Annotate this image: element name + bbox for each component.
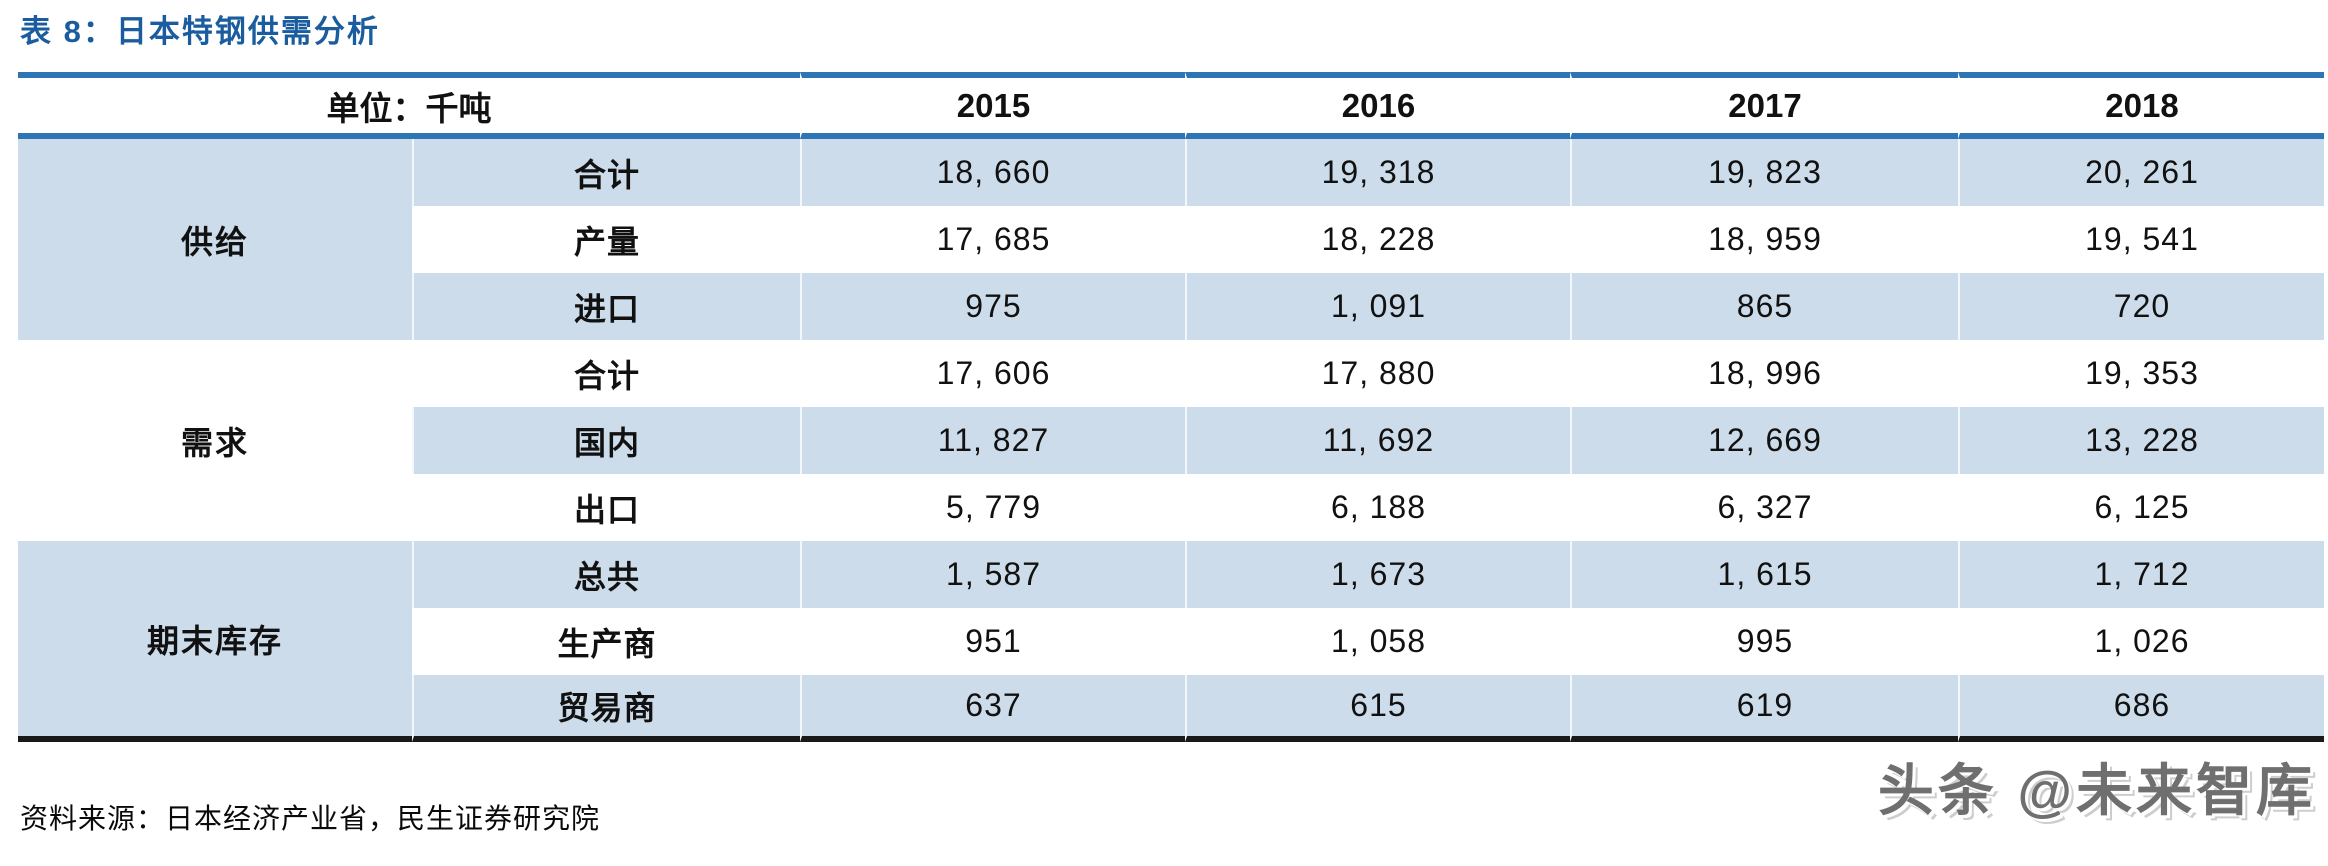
year-header-2018: 2018: [1958, 72, 2324, 139]
unit-header-cell: 单位：千吨: [18, 72, 800, 139]
cell-value: 1, 712: [1958, 541, 2324, 608]
cell-value: 865: [1570, 273, 1958, 340]
row-label: 产量: [412, 206, 800, 273]
cell-value: 18, 660: [800, 139, 1185, 206]
table-row: 国内 11, 827 11, 692 12, 669 13, 228: [18, 407, 2324, 474]
row-label: 生产商: [412, 608, 800, 675]
cell-value: 5, 779: [800, 474, 1185, 541]
cell-value: 11, 692: [1185, 407, 1570, 474]
table-row: 供给 合计 18, 660 19, 318 19, 823 20, 261: [18, 139, 2324, 340]
cell-value: 615: [1185, 675, 1570, 742]
cell-value: 1, 673: [1185, 541, 1570, 608]
cell-value: 18, 996: [1570, 340, 1958, 407]
source-note: 资料来源：日本经济产业省，民生证券研究院: [20, 803, 601, 834]
cell-value: 11, 827: [800, 407, 1185, 474]
watermark-text: 头条 @未来智库: [1877, 759, 2316, 822]
cell-value: 720: [1958, 273, 2324, 340]
cell-value: 6, 327: [1570, 474, 1958, 541]
cell-value: 6, 188: [1185, 474, 1570, 541]
table-row: 进口 975 1, 091 865 720: [18, 273, 2324, 340]
cell-value: 1, 026: [1958, 608, 2324, 675]
cell-value: 1, 587: [800, 541, 1185, 608]
table-title: 表 8：日本特钢供需分析: [20, 14, 380, 49]
cell-value: 995: [1570, 608, 1958, 675]
cell-value: 1, 615: [1570, 541, 1958, 608]
cell-value: 951: [800, 608, 1185, 675]
row-label: 进口: [412, 273, 800, 340]
group-label-ending-inventory: 期末库存: [18, 541, 412, 742]
cell-value: 619: [1570, 675, 1958, 742]
table-row: 需求 合计 17, 606 17, 880 18, 996 19, 353: [18, 340, 2324, 541]
row-label: 贸易商: [412, 675, 800, 742]
supply-demand-table: 单位：千吨 2015 2016 2017 2018 供给 合计 18, 660 …: [18, 72, 2324, 742]
group-label-supply: 供给: [18, 139, 412, 340]
cell-value: 19, 353: [1958, 340, 2324, 407]
row-label: 总共: [412, 541, 800, 608]
cell-value: 1, 091: [1185, 273, 1570, 340]
cell-value: 17, 606: [800, 340, 1185, 407]
table-row: 期末库存 总共 1, 587 1, 673 1, 615 1, 712: [18, 541, 2324, 742]
cell-value: 6, 125: [1958, 474, 2324, 541]
table-row: 产量 17, 685 18, 228 18, 959 19, 541: [18, 206, 2324, 273]
cell-value: 17, 880: [1185, 340, 1570, 407]
year-header-2015: 2015: [800, 72, 1185, 139]
cell-value: 975: [800, 273, 1185, 340]
cell-value: 13, 228: [1958, 407, 2324, 474]
table-row: 出口 5, 779 6, 188 6, 327 6, 125: [18, 474, 2324, 541]
cell-value: 12, 669: [1570, 407, 1958, 474]
year-header-2016: 2016: [1185, 72, 1570, 139]
row-label: 国内: [412, 407, 800, 474]
table-header-row: 单位：千吨 2015 2016 2017 2018: [18, 72, 2324, 139]
row-label: 出口: [412, 474, 800, 541]
row-label: 合计: [412, 340, 800, 407]
cell-value: 1, 058: [1185, 608, 1570, 675]
cell-value: 18, 959: [1570, 206, 1958, 273]
year-header-2017: 2017: [1570, 72, 1958, 139]
cell-value: 637: [800, 675, 1185, 742]
cell-value: 18, 228: [1185, 206, 1570, 273]
cell-value: 19, 541: [1958, 206, 2324, 273]
cell-value: 19, 823: [1570, 139, 1958, 206]
cell-value: 686: [1958, 675, 2324, 742]
cell-value: 19, 318: [1185, 139, 1570, 206]
table-row: 生产商 951 1, 058 995 1, 026: [18, 608, 2324, 675]
group-label-demand: 需求: [18, 340, 412, 541]
table-row: 贸易商 637 615 619 686: [18, 675, 2324, 742]
cell-value: 20, 261: [1958, 139, 2324, 206]
row-label: 合计: [412, 139, 800, 206]
cell-value: 17, 685: [800, 206, 1185, 273]
